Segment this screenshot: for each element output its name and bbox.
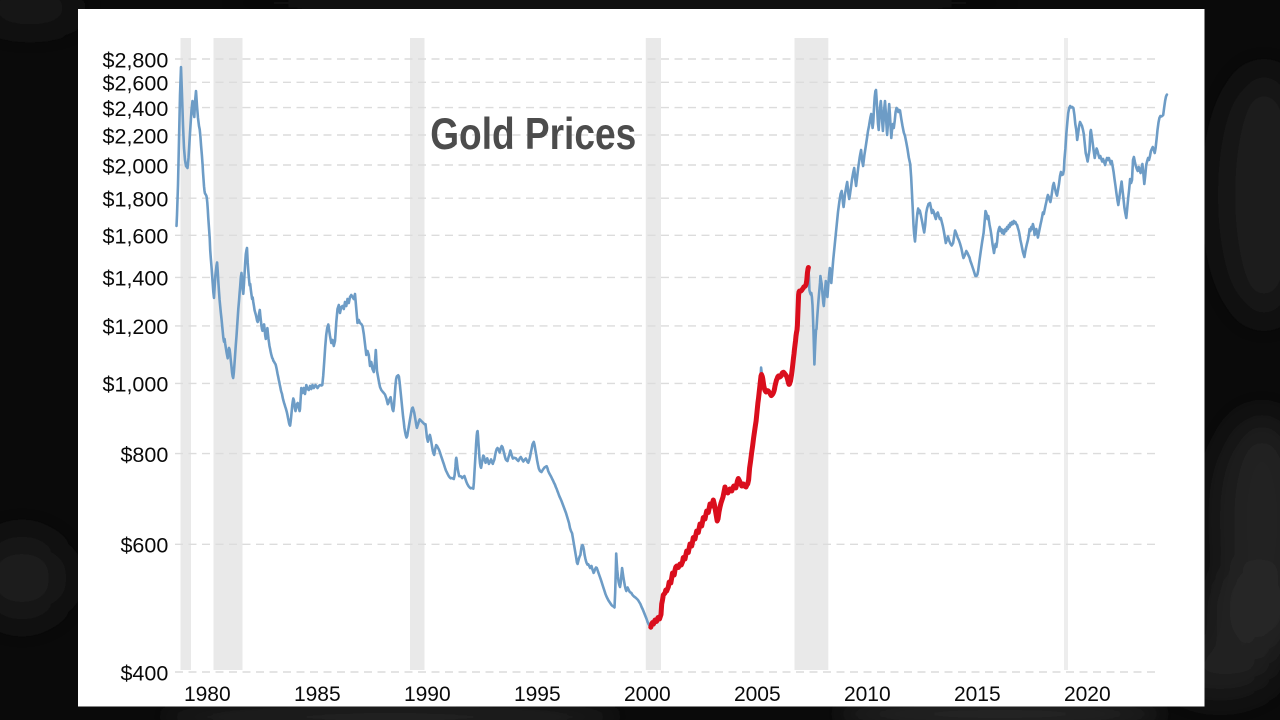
svg-text:1980: 1980 [184,683,231,706]
svg-text:$1,200: $1,200 [103,315,169,339]
svg-text:Gold Prices: Gold Prices [430,109,636,159]
svg-text:$1,800: $1,800 [103,188,169,212]
svg-text:$2,200: $2,200 [103,124,169,148]
svg-text:2015: 2015 [954,683,1001,706]
svg-text:$1,400: $1,400 [103,267,169,291]
svg-text:$800: $800 [120,443,168,467]
svg-text:$400: $400 [120,661,168,685]
svg-text:2020: 2020 [1064,683,1111,706]
svg-text:2000: 2000 [624,683,671,706]
svg-text:1995: 1995 [514,683,561,706]
svg-text:$2,400: $2,400 [103,97,169,121]
svg-text:$2,000: $2,000 [103,154,169,178]
svg-text:$1,000: $1,000 [103,373,169,397]
svg-text:1990: 1990 [404,683,451,706]
svg-text:$2,800: $2,800 [103,48,169,72]
svg-text:$1,600: $1,600 [103,225,169,249]
svg-text:1985: 1985 [294,683,341,706]
svg-text:$600: $600 [120,534,168,558]
svg-text:2005: 2005 [734,683,781,706]
svg-text:$2,600: $2,600 [103,72,169,96]
svg-text:2010: 2010 [844,683,891,706]
